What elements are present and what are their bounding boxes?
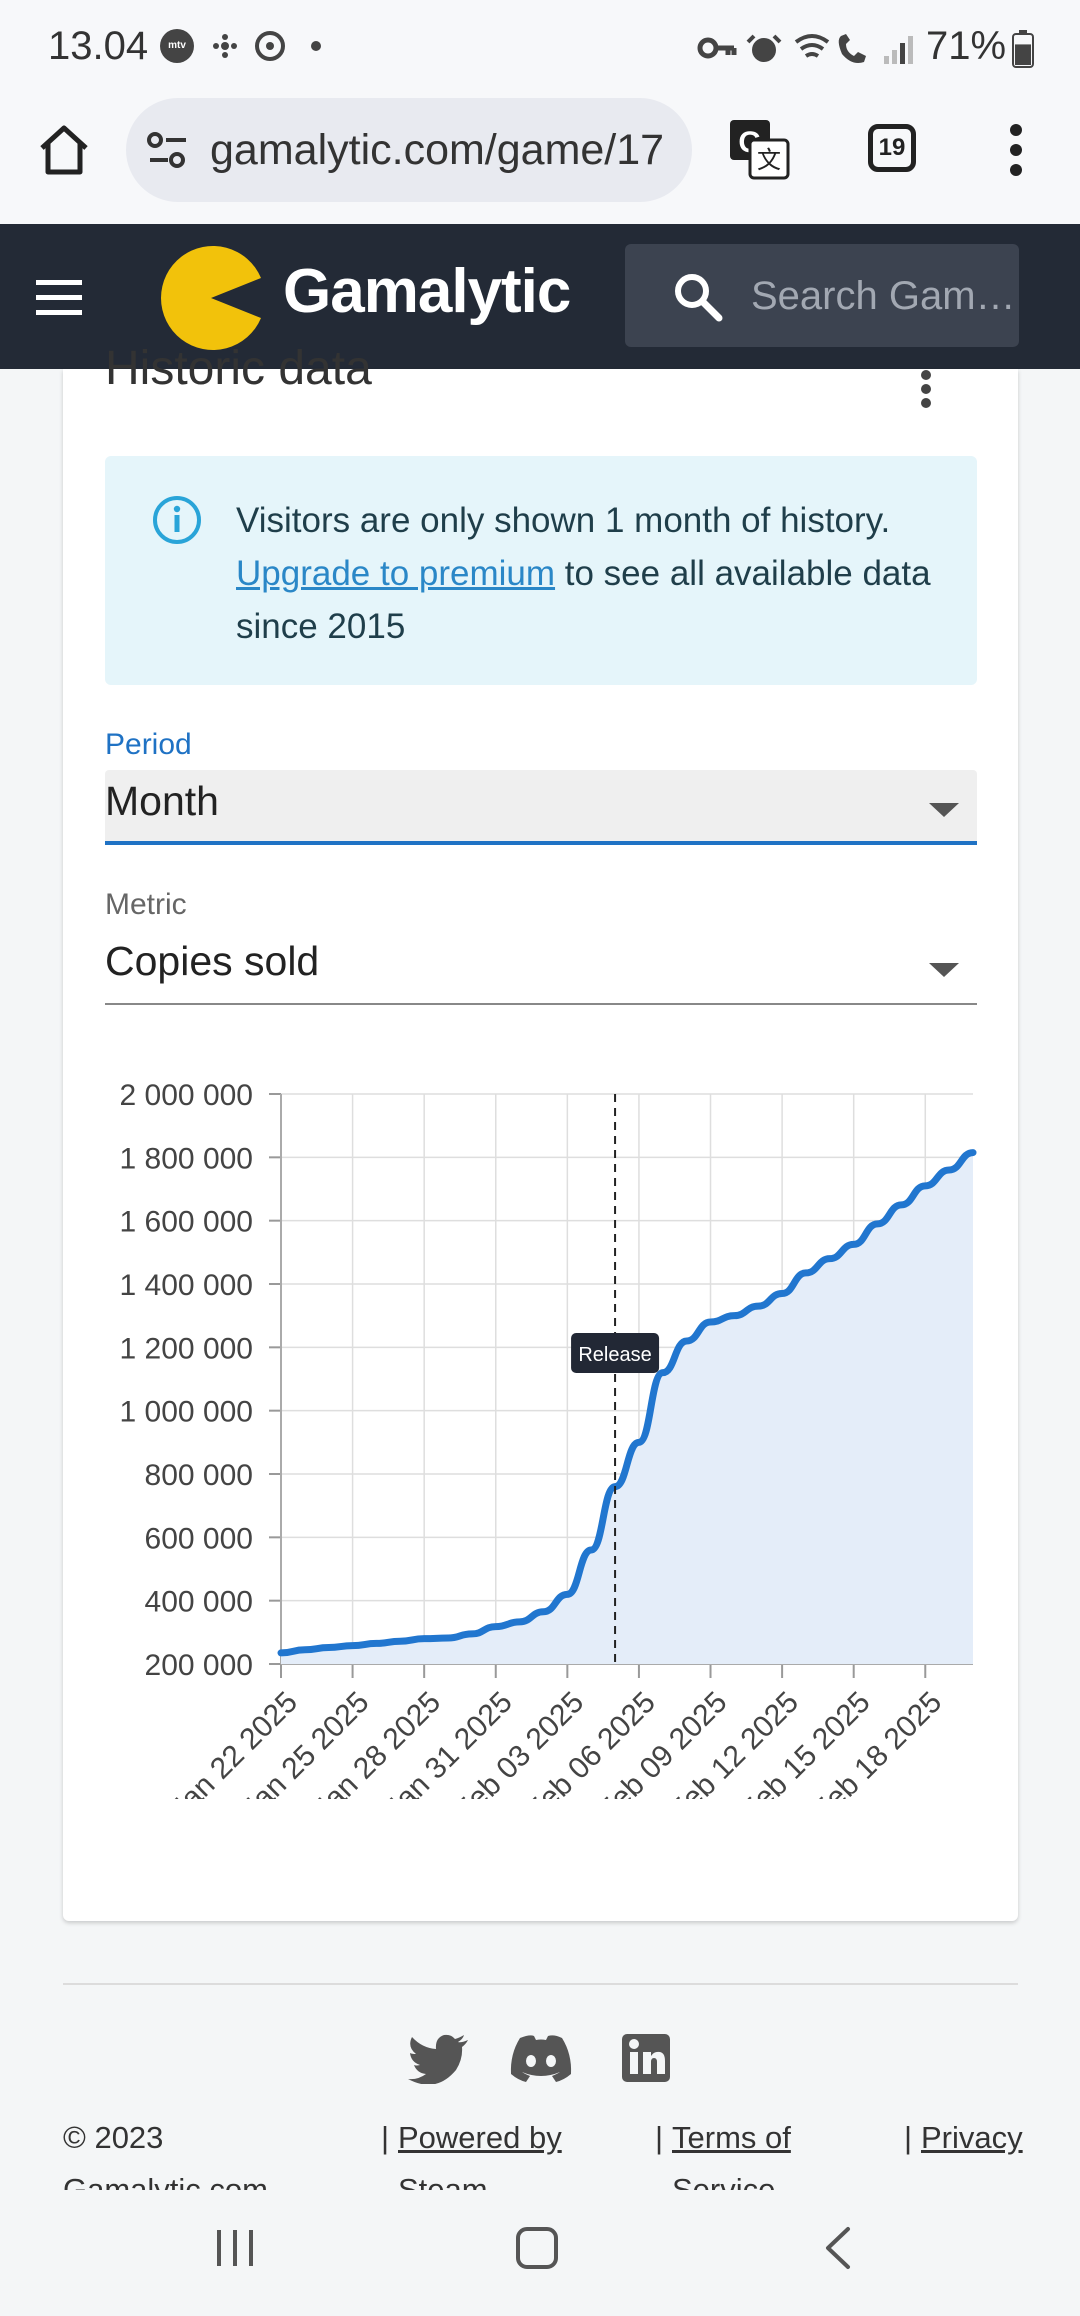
footer-separator: |	[381, 2120, 390, 2155]
y-tick-label: 1 000 000	[120, 1396, 253, 1429]
linkedin-icon[interactable]	[622, 2034, 670, 2082]
gamalytic-logo-icon[interactable]	[157, 244, 265, 352]
status-bar: 13.04 mtv 71%	[0, 0, 1080, 92]
info-text: Visitors are only shown 1 month of histo…	[236, 494, 956, 653]
browser-toolbar: gamalytic.com/game/17 G 文 19	[0, 92, 1080, 224]
info-text-start: Visitors are only shown 1 month of histo…	[236, 501, 891, 540]
search-icon	[675, 274, 723, 322]
terms-of-service-link[interactable]: Terms of	[672, 2120, 791, 2155]
status-time: 13.04	[48, 24, 149, 68]
brand-name[interactable]: Gamalytic	[283, 257, 571, 326]
url-text: gamalytic.com/game/17	[210, 126, 665, 174]
wifi-call-icon	[794, 34, 830, 58]
system-navigation-bar	[0, 2190, 1080, 2316]
site-settings-icon[interactable]	[146, 130, 190, 170]
y-tick-label: 800 000	[145, 1459, 253, 1492]
chevron-down-icon	[929, 803, 959, 817]
translate-icon[interactable]: G 文	[728, 118, 790, 180]
powered-by-steam-link[interactable]: Powered by	[398, 2120, 562, 2155]
y-tick-label: 1 200 000	[120, 1332, 253, 1365]
battery-percent: 71%	[926, 24, 1007, 68]
metric-value: Copies sold	[105, 938, 320, 984]
period-select[interactable]: Month	[105, 770, 977, 845]
series-area-0	[281, 1152, 973, 1664]
release-marker-label: Release	[578, 1344, 651, 1366]
footer-separator: |	[655, 2120, 664, 2155]
card-menu-icon[interactable]	[918, 369, 934, 409]
home-icon[interactable]	[36, 122, 92, 178]
search-input[interactable]: Search Gam…	[625, 244, 1019, 347]
sync-icon	[255, 31, 285, 61]
privacy-link[interactable]: Privacy	[921, 2120, 1023, 2155]
card-title: Historic data	[105, 342, 372, 395]
period-value: Month	[105, 778, 219, 824]
metric-select[interactable]: Copies sold	[105, 930, 977, 1005]
historic-data-card: Historic data Visitors are only shown 1 …	[63, 342, 1018, 1921]
info-icon	[153, 496, 201, 544]
battery-icon	[1012, 30, 1034, 68]
y-tick-label: 1 600 000	[120, 1206, 253, 1239]
mtv-katsomo-icon: mtv	[160, 29, 194, 63]
y-tick-label: 1 800 000	[120, 1142, 253, 1175]
svg-text:mtv: mtv	[168, 40, 186, 51]
tab-count: 19	[878, 134, 906, 161]
info-text-end: to see all available data since 2015	[236, 554, 931, 646]
info-alert: Visitors are only shown 1 month of histo…	[105, 456, 977, 685]
y-tick-label: 2 000 000	[120, 1079, 253, 1112]
more-options-icon[interactable]	[1006, 122, 1026, 178]
y-tick-label: 1 400 000	[120, 1269, 253, 1302]
site-header: Gamalytic Search Gam…	[0, 224, 1080, 369]
tab-switcher-button[interactable]: 19	[868, 124, 916, 172]
dot-icon	[311, 41, 321, 51]
alarm-icon	[746, 34, 782, 62]
key-icon	[697, 37, 737, 59]
period-label: Period	[105, 728, 192, 761]
notification-icons: mtv	[160, 29, 321, 63]
footer-divider	[63, 1983, 1018, 1985]
upgrade-premium-link[interactable]: Upgrade to premium	[236, 554, 556, 593]
y-tick-label: 400 000	[145, 1586, 253, 1619]
svg-text:文: 文	[757, 147, 781, 174]
address-bar[interactable]: gamalytic.com/game/17	[126, 98, 692, 202]
footer-separator: |	[904, 2120, 913, 2155]
home-nav-icon[interactable]	[515, 2226, 559, 2270]
phone-call-icon	[838, 34, 866, 63]
recent-apps-icon[interactable]	[215, 2228, 255, 2268]
series-line-0	[277, 1149, 977, 1657]
release-marker-badge	[571, 1333, 660, 1373]
system-icons	[697, 34, 913, 64]
back-icon[interactable]	[822, 2226, 852, 2270]
search-placeholder: Search Gam…	[751, 274, 1016, 318]
discord-icon[interactable]	[508, 2034, 574, 2084]
chevron-down-icon	[929, 963, 959, 977]
copies-sold-chart: 2 000 000 1 800 000 1 600 000 1 400 000 1 20…	[115, 1079, 977, 1799]
y-tick-label: 600 000	[145, 1522, 253, 1555]
sparkle-icon	[213, 34, 237, 58]
y-tick-label: 200 000	[145, 1649, 253, 1682]
signal-icon	[884, 36, 913, 64]
hamburger-menu-icon[interactable]	[36, 280, 82, 316]
metric-label: Metric	[105, 888, 187, 921]
footer-copyright-line1: © 2023	[63, 2120, 164, 2155]
twitter-icon[interactable]	[408, 2034, 470, 2084]
